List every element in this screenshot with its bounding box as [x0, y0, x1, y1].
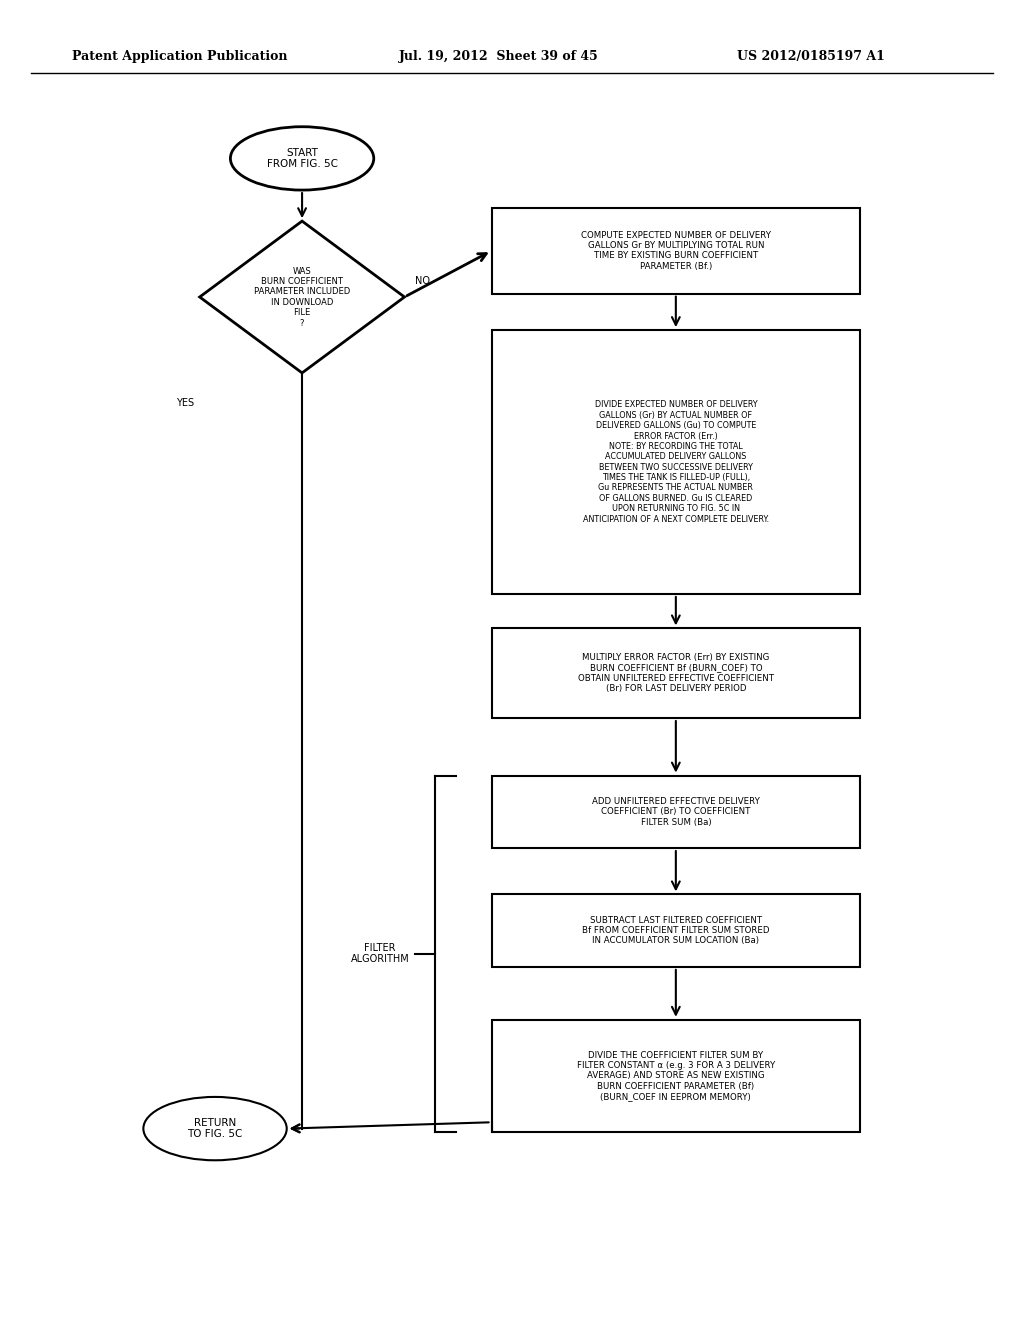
Text: START
FROM FIG. 5C: START FROM FIG. 5C	[266, 148, 338, 169]
Text: DIVIDE THE COEFFICIENT FILTER SUM BY
FILTER CONSTANT α (e.g. 3 FOR A 3 DELIVERY
: DIVIDE THE COEFFICIENT FILTER SUM BY FIL…	[577, 1051, 775, 1101]
Text: NO: NO	[415, 276, 430, 286]
Text: WAS
BURN COEFFICIENT
PARAMETER INCLUDED
IN DOWNLOAD
FILE
?: WAS BURN COEFFICIENT PARAMETER INCLUDED …	[254, 267, 350, 327]
Text: SUBTRACT LAST FILTERED COEFFICIENT
Bf FROM COEFFICIENT FILTER SUM STORED
IN ACCU: SUBTRACT LAST FILTERED COEFFICIENT Bf FR…	[582, 916, 770, 945]
Text: YES: YES	[176, 397, 195, 408]
Text: FILTER
ALGORITHM: FILTER ALGORITHM	[351, 942, 410, 965]
Text: Jul. 19, 2012  Sheet 39 of 45: Jul. 19, 2012 Sheet 39 of 45	[399, 50, 599, 63]
Text: US 2012/0185197 A1: US 2012/0185197 A1	[737, 50, 885, 63]
Text: DIVIDE EXPECTED NUMBER OF DELIVERY
GALLONS (Gr) BY ACTUAL NUMBER OF
DELIVERED GA: DIVIDE EXPECTED NUMBER OF DELIVERY GALLO…	[583, 400, 769, 524]
Text: MULTIPLY ERROR FACTOR (Err) BY EXISTING
BURN COEFFICIENT Bf (BURN_COEF) TO
OBTAI: MULTIPLY ERROR FACTOR (Err) BY EXISTING …	[578, 653, 774, 693]
Text: Patent Application Publication: Patent Application Publication	[72, 50, 287, 63]
Text: RETURN
TO FIG. 5C: RETURN TO FIG. 5C	[187, 1118, 243, 1139]
Text: ADD UNFILTERED EFFECTIVE DELIVERY
COEFFICIENT (Br) TO COEFFICIENT
FILTER SUM (Ba: ADD UNFILTERED EFFECTIVE DELIVERY COEFFI…	[592, 797, 760, 826]
Text: COMPUTE EXPECTED NUMBER OF DELIVERY
GALLONS Gr BY MULTIPLYING TOTAL RUN
TIME BY : COMPUTE EXPECTED NUMBER OF DELIVERY GALL…	[581, 231, 771, 271]
